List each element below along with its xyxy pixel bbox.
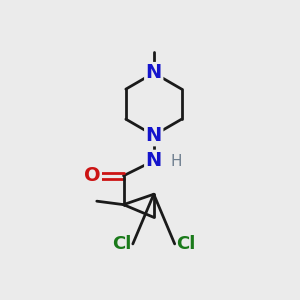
Text: N: N [146,126,162,145]
Text: O: O [84,166,100,185]
Text: N: N [146,151,162,170]
Text: H: H [170,154,182,169]
Text: Cl: Cl [176,235,195,253]
Text: Cl: Cl [112,235,132,253]
Text: N: N [146,64,162,83]
